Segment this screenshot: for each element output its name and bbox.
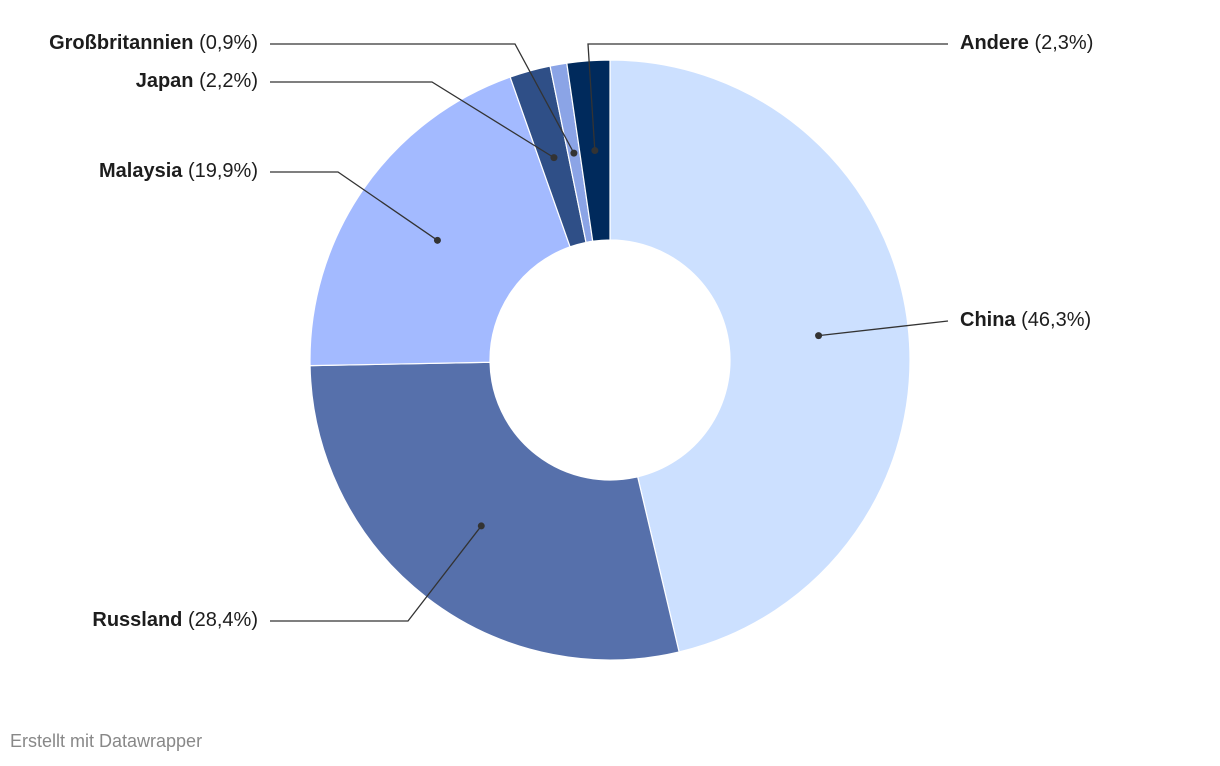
category-name: Japan xyxy=(136,70,194,92)
leader-line xyxy=(270,81,555,159)
slice-label: Japan (2,2%) xyxy=(136,70,258,92)
value-label: (28,4%) xyxy=(188,609,258,631)
slice-label: China (46,3%) xyxy=(960,309,1091,331)
leader-dot xyxy=(550,154,558,162)
leader-line xyxy=(587,43,948,151)
category-name: Großbritannien xyxy=(49,32,193,54)
slice xyxy=(309,76,571,367)
leader-line xyxy=(270,43,575,154)
leader-dot xyxy=(815,332,823,340)
leader-line xyxy=(270,171,438,241)
leader-dot xyxy=(570,149,578,157)
category-name: Andere xyxy=(960,32,1029,54)
value-label: (19,9%) xyxy=(188,160,258,182)
leader-dot xyxy=(433,236,441,244)
value-label: (2,2%) xyxy=(199,70,258,92)
slice xyxy=(309,361,680,661)
category-name: Malaysia xyxy=(99,160,183,182)
leader-dot xyxy=(591,147,599,155)
slice-label: Andere (2,3%) xyxy=(960,32,1093,54)
slice xyxy=(566,59,611,242)
credit: Erstellt mit Datawrapper xyxy=(10,731,202,751)
value-label: (0,9%) xyxy=(199,32,258,54)
category-name: Russland xyxy=(92,609,182,631)
slice-label: Russland (28,4%) xyxy=(92,609,258,631)
slice xyxy=(609,59,911,653)
leader-line xyxy=(818,320,949,337)
leader-line xyxy=(270,525,482,622)
leader-dot xyxy=(477,522,485,530)
value-label: (2,3%) xyxy=(1034,32,1093,54)
slice-label: Malaysia (19,9%) xyxy=(99,160,258,182)
value-label: (46,3%) xyxy=(1021,309,1091,331)
category-name: China xyxy=(960,309,1016,331)
slice-label: Großbritannien (0,9%) xyxy=(49,32,258,54)
